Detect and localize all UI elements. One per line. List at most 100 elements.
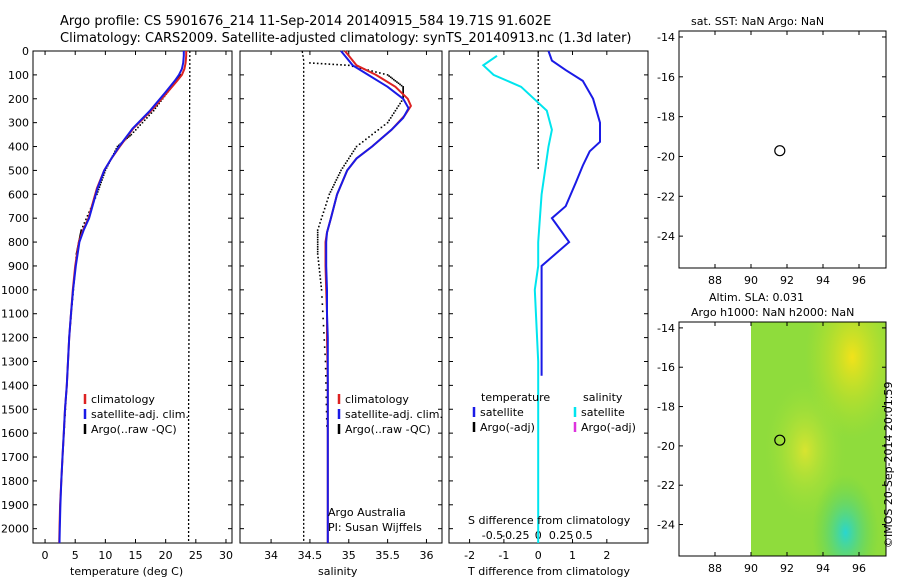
temperature-argo-obs-point: [86, 214, 89, 217]
salinity-argo-obs-point: [320, 218, 322, 221]
difference-xtick-label: 1: [569, 549, 576, 562]
salinity-argo-obs-point: [341, 167, 344, 169]
temperature-argo-obs-point: [134, 129, 137, 131]
sst_map-xtick-label: 88: [708, 274, 722, 287]
sla_map-frame: [678, 321, 887, 557]
salinity-argo-obs-point: [394, 80, 397, 82]
sla_map-ytick-label: -16: [657, 361, 675, 374]
salinity-argo-obs-point: [322, 211, 325, 214]
salinity-argo-obs-point: [324, 375, 327, 377]
temperature-ytick-label: 900: [8, 260, 29, 273]
temperature-argo-obs-point: [88, 211, 90, 214]
salinity-argo-obs-point: [321, 310, 324, 313]
temperature-argo-obs-point: [101, 179, 103, 181]
salinity-argo-obs-point: [374, 131, 376, 134]
salinity-argo-raw-line: [301, 50, 305, 543]
salinity-argo-obs-point: [323, 332, 325, 334]
temperature-argo-obs-point: [79, 232, 82, 235]
temperature-legend-label: climatology: [91, 393, 155, 406]
temperature-frame: [32, 50, 233, 544]
salinity-argo-obs-point: [318, 271, 321, 273]
salinity-argo-obs-point: [330, 188, 333, 191]
sla-map-title-line1: Altim. SLA: 0.031: [709, 291, 804, 304]
salinity-argo-obs-point: [316, 243, 319, 246]
salinity-argo-obs-point: [402, 91, 404, 94]
sst_map-xtick-label: 94: [816, 274, 830, 287]
salinity-argo-obs-point: [337, 174, 340, 176]
salinity-argo-obs-point: [332, 63, 335, 66]
temperature-legend-label: satellite-adj. clim.: [91, 408, 189, 421]
salinity-xtick-label: 34: [264, 549, 278, 562]
salinity-argo-obs-point: [320, 289, 323, 291]
salinity-frame: [239, 50, 443, 544]
salinity-argo-obs-point: [380, 126, 383, 129]
salinity-argo-obs-point: [361, 140, 364, 143]
timestamp: ©IMOS 20-Sep-2014 20:01:59: [882, 382, 895, 548]
difference-xtick-label: 0: [535, 549, 542, 562]
temperature-ytick-label: 2000: [1, 523, 29, 536]
difference-legend-temperature-header: temperature: [481, 391, 550, 404]
credit-line2: PI: Susan Wijffels: [328, 521, 422, 534]
salinity-argo-obs-point: [389, 117, 392, 119]
salinity-argo-obs-point: [402, 95, 404, 98]
salinity-argo-obs-point: [328, 63, 331, 65]
salinity-argo-obs-point: [316, 234, 319, 236]
salinity-argo-obs-point: [325, 389, 327, 391]
sla_map-argo-position-marker: [774, 434, 786, 446]
sst_map-ytick-label: -24: [657, 230, 675, 243]
salinity-argo-obs-point: [402, 86, 404, 88]
difference-xtick-label: 2: [603, 549, 610, 562]
temperature-argo-obs-point: [139, 124, 142, 126]
salinity-argo-obs-point: [336, 176, 339, 179]
salinity-argo-obs-point: [316, 250, 319, 253]
figure-title-line1: Argo profile: CS 5901676_214 11-Sep-2014…: [60, 14, 551, 29]
sla_map-ytick-label: -14: [657, 322, 675, 335]
temperature-xtick-label: 0: [42, 549, 49, 562]
salinity-argo-obs-point: [383, 124, 386, 126]
temperature-xtick-label: 30: [219, 549, 233, 562]
sst_map-xtick-label: 96: [852, 274, 866, 287]
salinity-argo-obs-point: [325, 396, 328, 399]
salinity-argo-obs-point: [333, 183, 335, 186]
temperature-argo-obs-point: [80, 229, 83, 231]
salinity-argo-obs-point: [324, 353, 326, 356]
temperature-ytick-label: 1200: [1, 332, 29, 345]
salinity-argo-obs-point: [402, 88, 404, 91]
difference-xtick-label: -1: [498, 549, 509, 562]
salinity-argo-obs-point: [340, 64, 342, 66]
salinity-argo-obs-point: [317, 260, 320, 262]
salinity-argo-obs-point: [402, 90, 404, 93]
salinity-argo-obs-point: [371, 70, 373, 72]
salinity-argo-obs-point: [319, 222, 321, 224]
temperature-ytick-label: 800: [8, 236, 29, 249]
sla_map-xtick-label: 90: [744, 562, 758, 575]
temperature-argo-obs-point: [99, 183, 102, 186]
sla_map-ytick-label: -24: [657, 519, 675, 532]
temperature-ytick-label: 500: [8, 164, 29, 177]
salinity-argo-obs-point: [344, 64, 346, 66]
salinity-argo-obs-point: [328, 193, 331, 196]
difference-top-xtick-label: -0.5: [482, 529, 503, 542]
temperature-satellite-line: [58, 51, 185, 544]
salinity-argo-obs-point: [365, 138, 367, 141]
salinity-xtick-label: 36: [419, 549, 433, 562]
salinity-argo-obs-point: [334, 181, 336, 184]
temperature-argo-obs-point: [137, 126, 139, 129]
salinity-argo-obs-point: [320, 281, 322, 284]
credit-line1: Argo Australia: [328, 506, 406, 519]
temperature-ytick-label: 0: [22, 45, 29, 58]
temperature-argo-obs-point: [103, 172, 106, 174]
temperature-argo-obs-point: [83, 222, 86, 224]
salinity-panel: 34 34.5 35 35.5 36 climatology satellite-adj. …: [239, 50, 443, 562]
salinity-argo-obs-point: [355, 145, 358, 148]
temperature-argo-obs-point: [79, 234, 82, 236]
salinity-argo-obs-point: [316, 231, 319, 234]
temperature-argo-obs-point: [156, 105, 159, 107]
sst_map-ytick-label: -16: [657, 71, 675, 84]
temperature-xtick-label: 5: [72, 549, 79, 562]
difference-legend-salinity-header: salinity: [583, 391, 623, 404]
salinity-argo-obs-point: [391, 77, 394, 80]
sla_map-ytick-label: -22: [657, 479, 675, 492]
temperature-argo-obs-point: [115, 148, 118, 150]
salinity-argo-obs-point: [397, 82, 400, 85]
